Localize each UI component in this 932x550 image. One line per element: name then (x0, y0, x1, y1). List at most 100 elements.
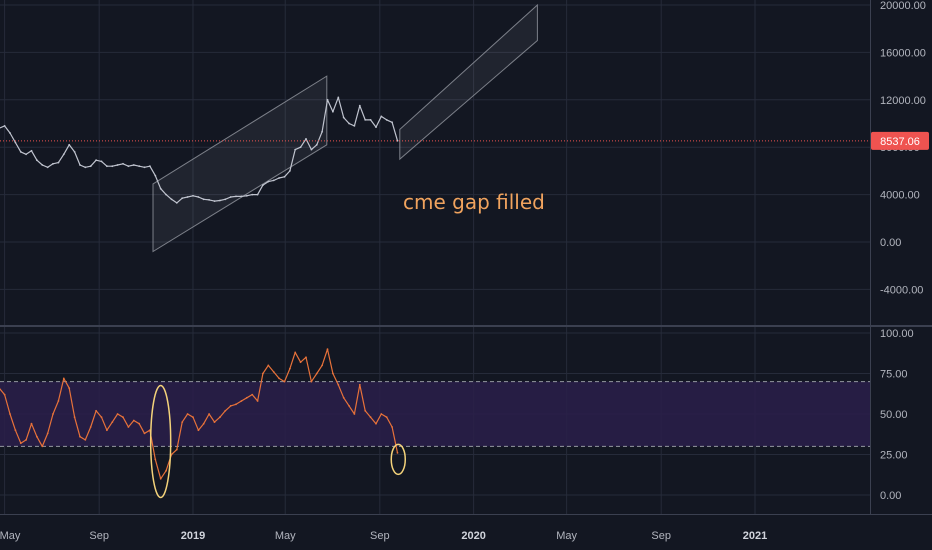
rsi-point (138, 422, 141, 425)
price-point (138, 165, 141, 168)
rsi-point (326, 348, 329, 351)
price-point (175, 202, 178, 204)
price-point (391, 121, 393, 124)
time-axis-tick-label: 2020 (461, 530, 485, 542)
rsi-point (208, 413, 211, 415)
price-point (3, 125, 6, 127)
price-point (305, 138, 307, 140)
price-point (84, 166, 87, 169)
price-point (132, 164, 135, 166)
rsi-point (46, 432, 49, 435)
rsi-point (106, 429, 108, 432)
rsi-point (52, 413, 54, 415)
channel-drawings[interactable] (152, 3, 538, 253)
chart-annotation: cme gap filled (403, 190, 545, 214)
price-point (342, 116, 345, 119)
price-point (251, 193, 254, 196)
price-axis-tick-label: 16000.00 (880, 47, 926, 59)
price-grid (0, 0, 870, 326)
rsi-point (95, 409, 97, 412)
rsi-point (283, 380, 286, 383)
rsi-point (321, 364, 323, 367)
rsi-point (68, 387, 71, 389)
rsi-point (294, 351, 297, 354)
rsi-point (245, 396, 248, 399)
price-point (170, 198, 173, 201)
rsi-point (116, 413, 119, 415)
rsi-point (391, 426, 393, 428)
price-point (89, 165, 92, 168)
rsi-point (41, 445, 44, 448)
rsi-point (62, 377, 65, 380)
rsi-point (192, 416, 194, 419)
price-point (202, 198, 205, 201)
price-point (219, 199, 221, 202)
rsi-point (30, 422, 33, 425)
rsi-point (186, 413, 189, 415)
rsi-point (159, 477, 162, 480)
rsi-point (272, 371, 275, 373)
price-point (46, 166, 49, 169)
rsi-point (337, 383, 340, 386)
rsi-point (332, 372, 334, 375)
rsi-point (79, 435, 81, 438)
price-point (353, 125, 356, 127)
last-price-label: 8537.06 (880, 136, 920, 148)
rsi-point (57, 400, 60, 402)
price-point (262, 184, 264, 187)
price-point (385, 119, 388, 121)
price-point (19, 151, 22, 153)
price-point (283, 175, 286, 178)
rsi-point (229, 405, 232, 407)
rsi-point (127, 426, 130, 428)
rsi-point (100, 416, 103, 419)
rsi-axis-tick-label: 75.00 (880, 369, 908, 381)
price-point (111, 165, 114, 168)
price-point (127, 165, 130, 168)
rsi-point (25, 439, 27, 441)
price-point (41, 164, 44, 166)
price-point (326, 98, 329, 101)
price-point (294, 148, 297, 151)
rsi-band (0, 381, 870, 447)
price-point (213, 200, 216, 203)
rsi-axis-tick-label: 50.00 (880, 409, 908, 421)
rsi-point (84, 439, 87, 441)
rsi-point (219, 416, 221, 419)
price-point (30, 149, 33, 152)
rsi-axis[interactable]: 100.00 75.00 50.00 25.00 0.00 (880, 328, 914, 502)
rsi-point (380, 413, 383, 415)
price-point (315, 143, 318, 146)
rsi-point (3, 393, 6, 396)
rsi-point (375, 422, 377, 425)
price-point (57, 161, 60, 164)
price-point (310, 148, 313, 151)
oversold-ellipse-1[interactable] (149, 384, 172, 499)
price-axis-tick-label: 20000.00 (880, 0, 926, 12)
rsi-point (165, 469, 168, 472)
rsi-point (89, 426, 92, 428)
price-point (95, 159, 97, 162)
rsi-point (251, 393, 254, 396)
rsi-point (73, 416, 76, 419)
rsi-point (396, 452, 399, 454)
time-axis[interactable]: May Sep 2019 May Sep 2020 May Sep 2021 (0, 530, 767, 542)
price-point (73, 151, 76, 153)
time-axis-tick-label: 2019 (181, 530, 205, 542)
price-point (192, 194, 194, 197)
price-point (332, 110, 334, 113)
price-point (159, 187, 162, 190)
price-point (358, 104, 361, 107)
rsi-point (175, 448, 178, 451)
price-point (369, 119, 372, 121)
price-point (224, 198, 227, 201)
rsi-point (14, 429, 17, 432)
channel-shape (152, 75, 328, 253)
time-axis-tick-label: Sep (651, 530, 671, 542)
last-price-badge (871, 131, 929, 150)
price-point (116, 164, 119, 166)
rsi-point (342, 396, 345, 399)
oversold-ellipse-2[interactable] (390, 443, 407, 476)
price-series[interactable] (0, 96, 399, 204)
price-axis[interactable]: 20000.0016000.0012000.008000.004000.000.… (880, 0, 926, 296)
